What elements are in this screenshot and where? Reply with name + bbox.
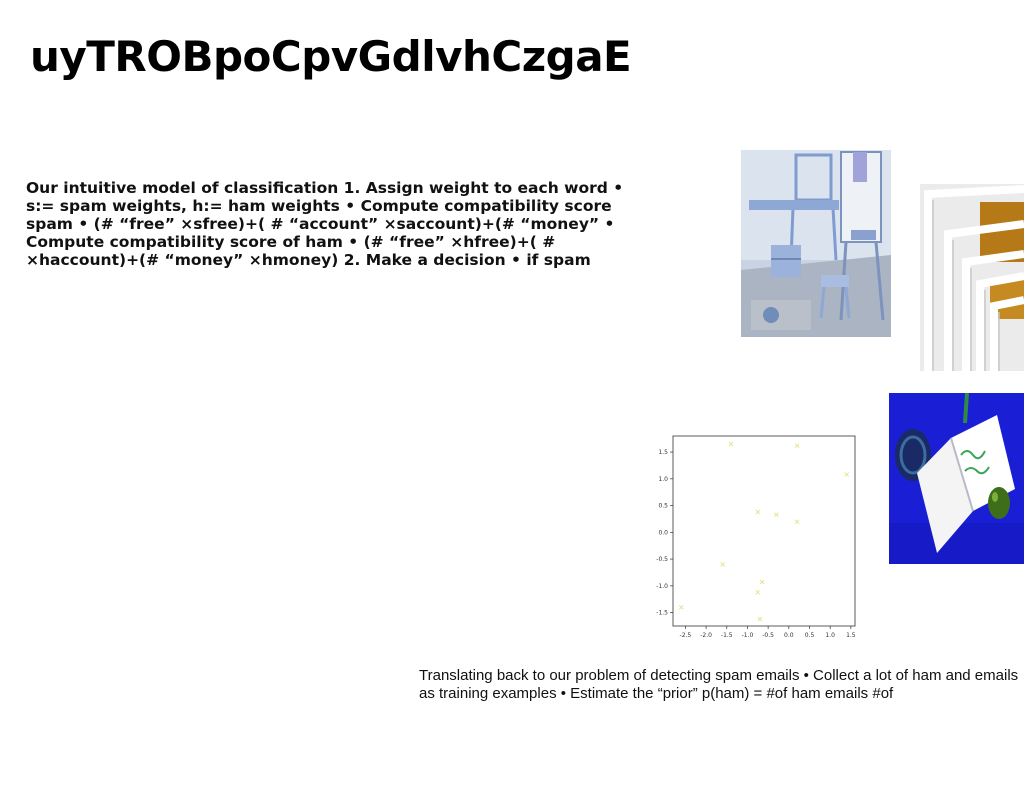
spam-detection-text: Translating back to our problem of detec…	[419, 667, 1019, 702]
data-point	[678, 604, 684, 610]
x-tick-label: 0.5	[805, 632, 815, 639]
room-photo	[741, 150, 891, 337]
classification-model-text: Our intuitive model of classification 1.…	[26, 179, 624, 269]
x-tick-label: -0.5	[762, 632, 774, 639]
y-tick-label: -0.5	[656, 556, 668, 563]
data-point	[794, 519, 800, 524]
y-tick-label: 0.0	[658, 529, 668, 536]
y-tick-label: -1.5	[656, 610, 668, 617]
data-point	[755, 509, 761, 515]
notebook-photo	[889, 393, 1024, 564]
x-tick-label: -2.0	[700, 632, 712, 639]
x-tick-label: 1.5	[846, 632, 856, 639]
y-tick-label: -1.0	[656, 583, 668, 590]
data-point	[755, 589, 761, 595]
data-point	[757, 616, 763, 622]
data-point	[794, 443, 800, 448]
frames-photo	[920, 184, 1024, 371]
data-point	[720, 562, 725, 567]
data-point	[759, 579, 765, 585]
x-tick-label: 0.0	[784, 632, 794, 639]
x-tick-label: 1.0	[825, 632, 835, 639]
y-tick-label: 0.5	[658, 503, 668, 510]
x-tick-label: -2.5	[680, 632, 692, 639]
data-point	[728, 441, 734, 447]
plot-area	[672, 435, 856, 627]
scatter-chart: -2.5 -2.0 -1.5 -1.0 -0.5 0.0 0.5 1.0 1.5 -1.5 -1.0…	[645, 428, 865, 646]
data-point	[844, 472, 850, 477]
y-tick-label: 1.0	[658, 476, 668, 483]
x-tick-label: -1.0	[742, 632, 754, 639]
y-tick-label: 1.5	[658, 449, 668, 456]
slide-title: uyTROBpoCpvGdlvhCzgaE	[30, 32, 632, 81]
data-point	[774, 512, 779, 517]
x-tick-label: -1.5	[721, 632, 733, 639]
